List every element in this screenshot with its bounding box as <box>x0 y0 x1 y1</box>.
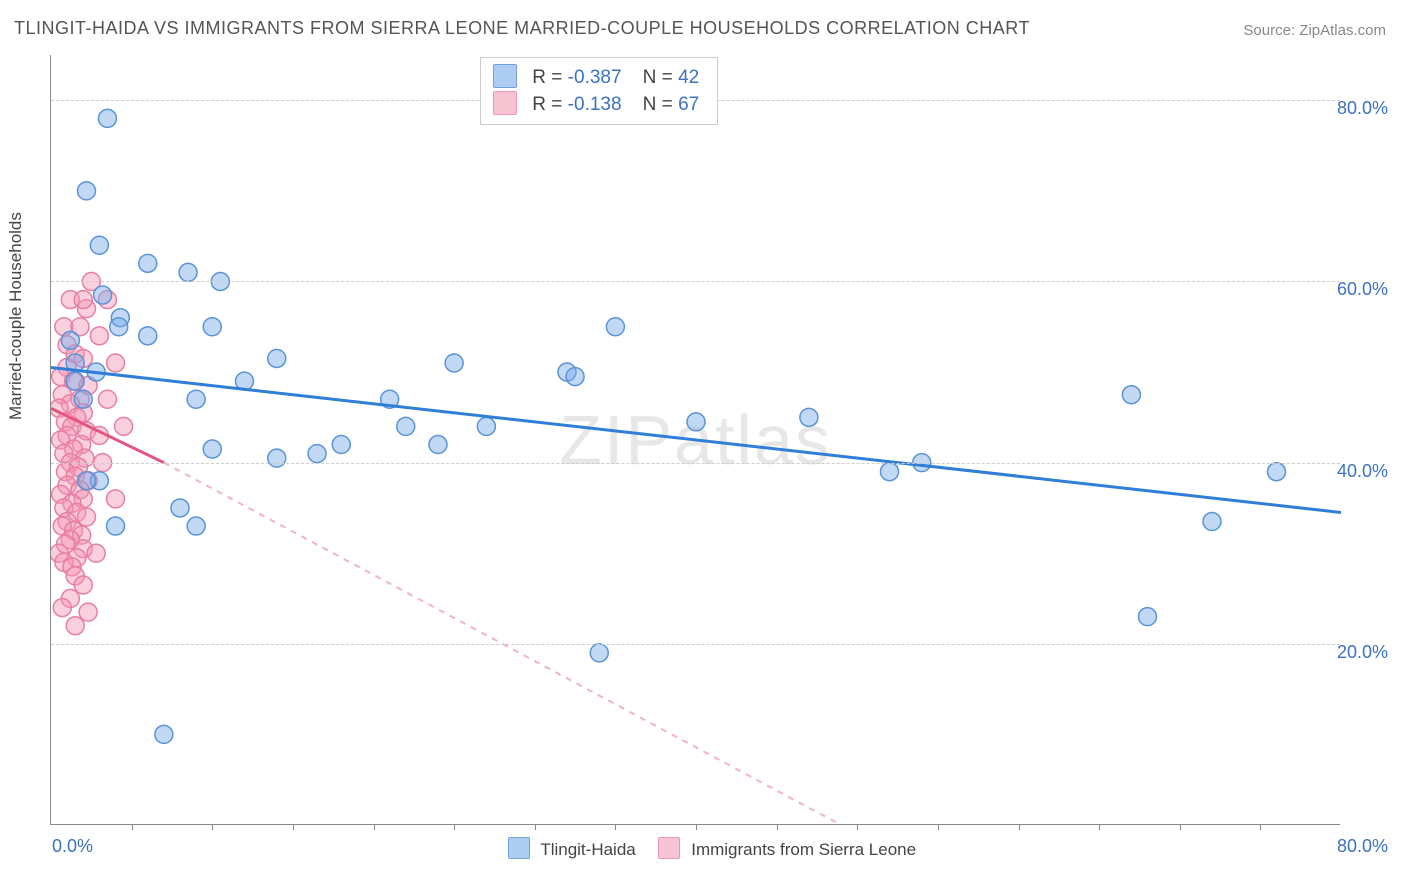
point-series-a <box>77 182 95 200</box>
point-series-a <box>566 368 584 386</box>
source-credit: Source: ZipAtlas.com <box>1243 22 1386 39</box>
legend-label-a: Tlingit-Haida <box>540 840 635 859</box>
y-axis-title: Married-couple Households <box>6 212 26 420</box>
point-series-a <box>155 725 173 743</box>
point-series-a <box>66 372 84 390</box>
x-tick <box>1260 824 1261 830</box>
legend-swatch-a <box>508 837 530 859</box>
point-series-a <box>187 390 205 408</box>
x-tick <box>1180 824 1181 830</box>
point-series-a <box>94 286 112 304</box>
stats-swatch-a <box>493 64 517 88</box>
gridline <box>51 463 1340 464</box>
point-series-a <box>90 236 108 254</box>
point-series-a <box>110 318 128 336</box>
stats-a-n-value: 42 <box>678 67 699 88</box>
x-tick <box>293 824 294 830</box>
point-series-a <box>203 318 221 336</box>
trendline-a <box>51 368 1341 513</box>
plot-svg <box>51 55 1341 825</box>
point-series-a <box>203 440 221 458</box>
point-series-b <box>79 603 97 621</box>
stats-b-r-label: R = <box>532 94 562 115</box>
point-series-a <box>139 327 157 345</box>
gridline <box>51 644 1340 645</box>
point-series-a <box>171 499 189 517</box>
point-series-b <box>53 599 71 617</box>
point-series-b <box>107 490 125 508</box>
point-series-a <box>606 318 624 336</box>
series-legend: Tlingit-Haida Immigrants from Sierra Leo… <box>0 837 1406 860</box>
point-series-a <box>268 449 286 467</box>
point-series-b <box>115 417 133 435</box>
y-tick-label: 20.0% <box>1337 642 1388 663</box>
chart-plot-area: ZIPatlas <box>50 55 1340 825</box>
stats-swatch-b <box>493 91 517 115</box>
stats-legend-box: R = -0.387 N = 42 R = -0.138 N = 67 <box>480 57 718 125</box>
x-tick <box>615 824 616 830</box>
point-series-a <box>1122 386 1140 404</box>
x-tick <box>535 824 536 830</box>
point-series-a <box>429 436 447 454</box>
legend-swatch-b <box>658 837 680 859</box>
source-name: ZipAtlas.com <box>1299 22 1386 39</box>
plot-frame: ZIPatlas <box>50 55 1340 825</box>
point-series-a <box>77 472 95 490</box>
point-series-b <box>98 390 116 408</box>
y-tick-label: 80.0% <box>1337 98 1388 119</box>
x-tick <box>1019 824 1020 830</box>
gridline <box>51 281 1340 282</box>
point-series-b <box>77 508 95 526</box>
point-series-b <box>90 327 108 345</box>
stats-a-r-value: -0.387 <box>568 67 622 88</box>
point-series-a <box>477 417 495 435</box>
chart-title: TLINGIT-HAIDA VS IMMIGRANTS FROM SIERRA … <box>14 18 1030 39</box>
point-series-b <box>107 354 125 372</box>
stats-b-n-value: 67 <box>678 94 699 115</box>
point-series-a <box>1268 463 1286 481</box>
point-series-a <box>332 436 350 454</box>
point-series-a <box>268 349 286 367</box>
source-label: Source: <box>1243 22 1299 39</box>
stats-row-b: R = -0.138 N = 67 <box>493 91 699 118</box>
point-series-a <box>800 408 818 426</box>
point-series-b <box>66 617 84 635</box>
point-series-a <box>445 354 463 372</box>
point-series-a <box>1203 513 1221 531</box>
x-tick <box>374 824 375 830</box>
x-tick <box>132 824 133 830</box>
chart-container: { "title": "TLINGIT-HAIDA VS IMMIGRANTS … <box>0 0 1406 892</box>
point-series-a <box>107 517 125 535</box>
y-tick-label: 60.0% <box>1337 279 1388 300</box>
point-series-a <box>1139 608 1157 626</box>
point-series-b <box>87 544 105 562</box>
point-series-a <box>74 390 92 408</box>
x-tick <box>857 824 858 830</box>
stats-row-a: R = -0.387 N = 42 <box>493 64 699 91</box>
point-series-a <box>98 109 116 127</box>
x-tick <box>938 824 939 830</box>
point-series-a <box>187 517 205 535</box>
x-tick <box>777 824 778 830</box>
point-series-a <box>308 445 326 463</box>
point-series-a <box>397 417 415 435</box>
y-tick-label: 40.0% <box>1337 461 1388 482</box>
legend-label-b: Immigrants from Sierra Leone <box>691 840 916 859</box>
x-tick <box>454 824 455 830</box>
stats-b-r-value: -0.138 <box>568 94 622 115</box>
point-series-a <box>179 263 197 281</box>
stats-a-r-label: R = <box>532 67 562 88</box>
x-tick <box>212 824 213 830</box>
stats-a-n-label: N = <box>643 67 673 88</box>
x-tick <box>696 824 697 830</box>
point-series-a <box>687 413 705 431</box>
point-series-a <box>881 463 899 481</box>
stats-b-n-label: N = <box>643 94 673 115</box>
point-series-a <box>61 331 79 349</box>
x-tick <box>1099 824 1100 830</box>
point-series-b <box>74 576 92 594</box>
point-series-a <box>590 644 608 662</box>
point-series-a <box>139 254 157 272</box>
point-series-b <box>74 291 92 309</box>
